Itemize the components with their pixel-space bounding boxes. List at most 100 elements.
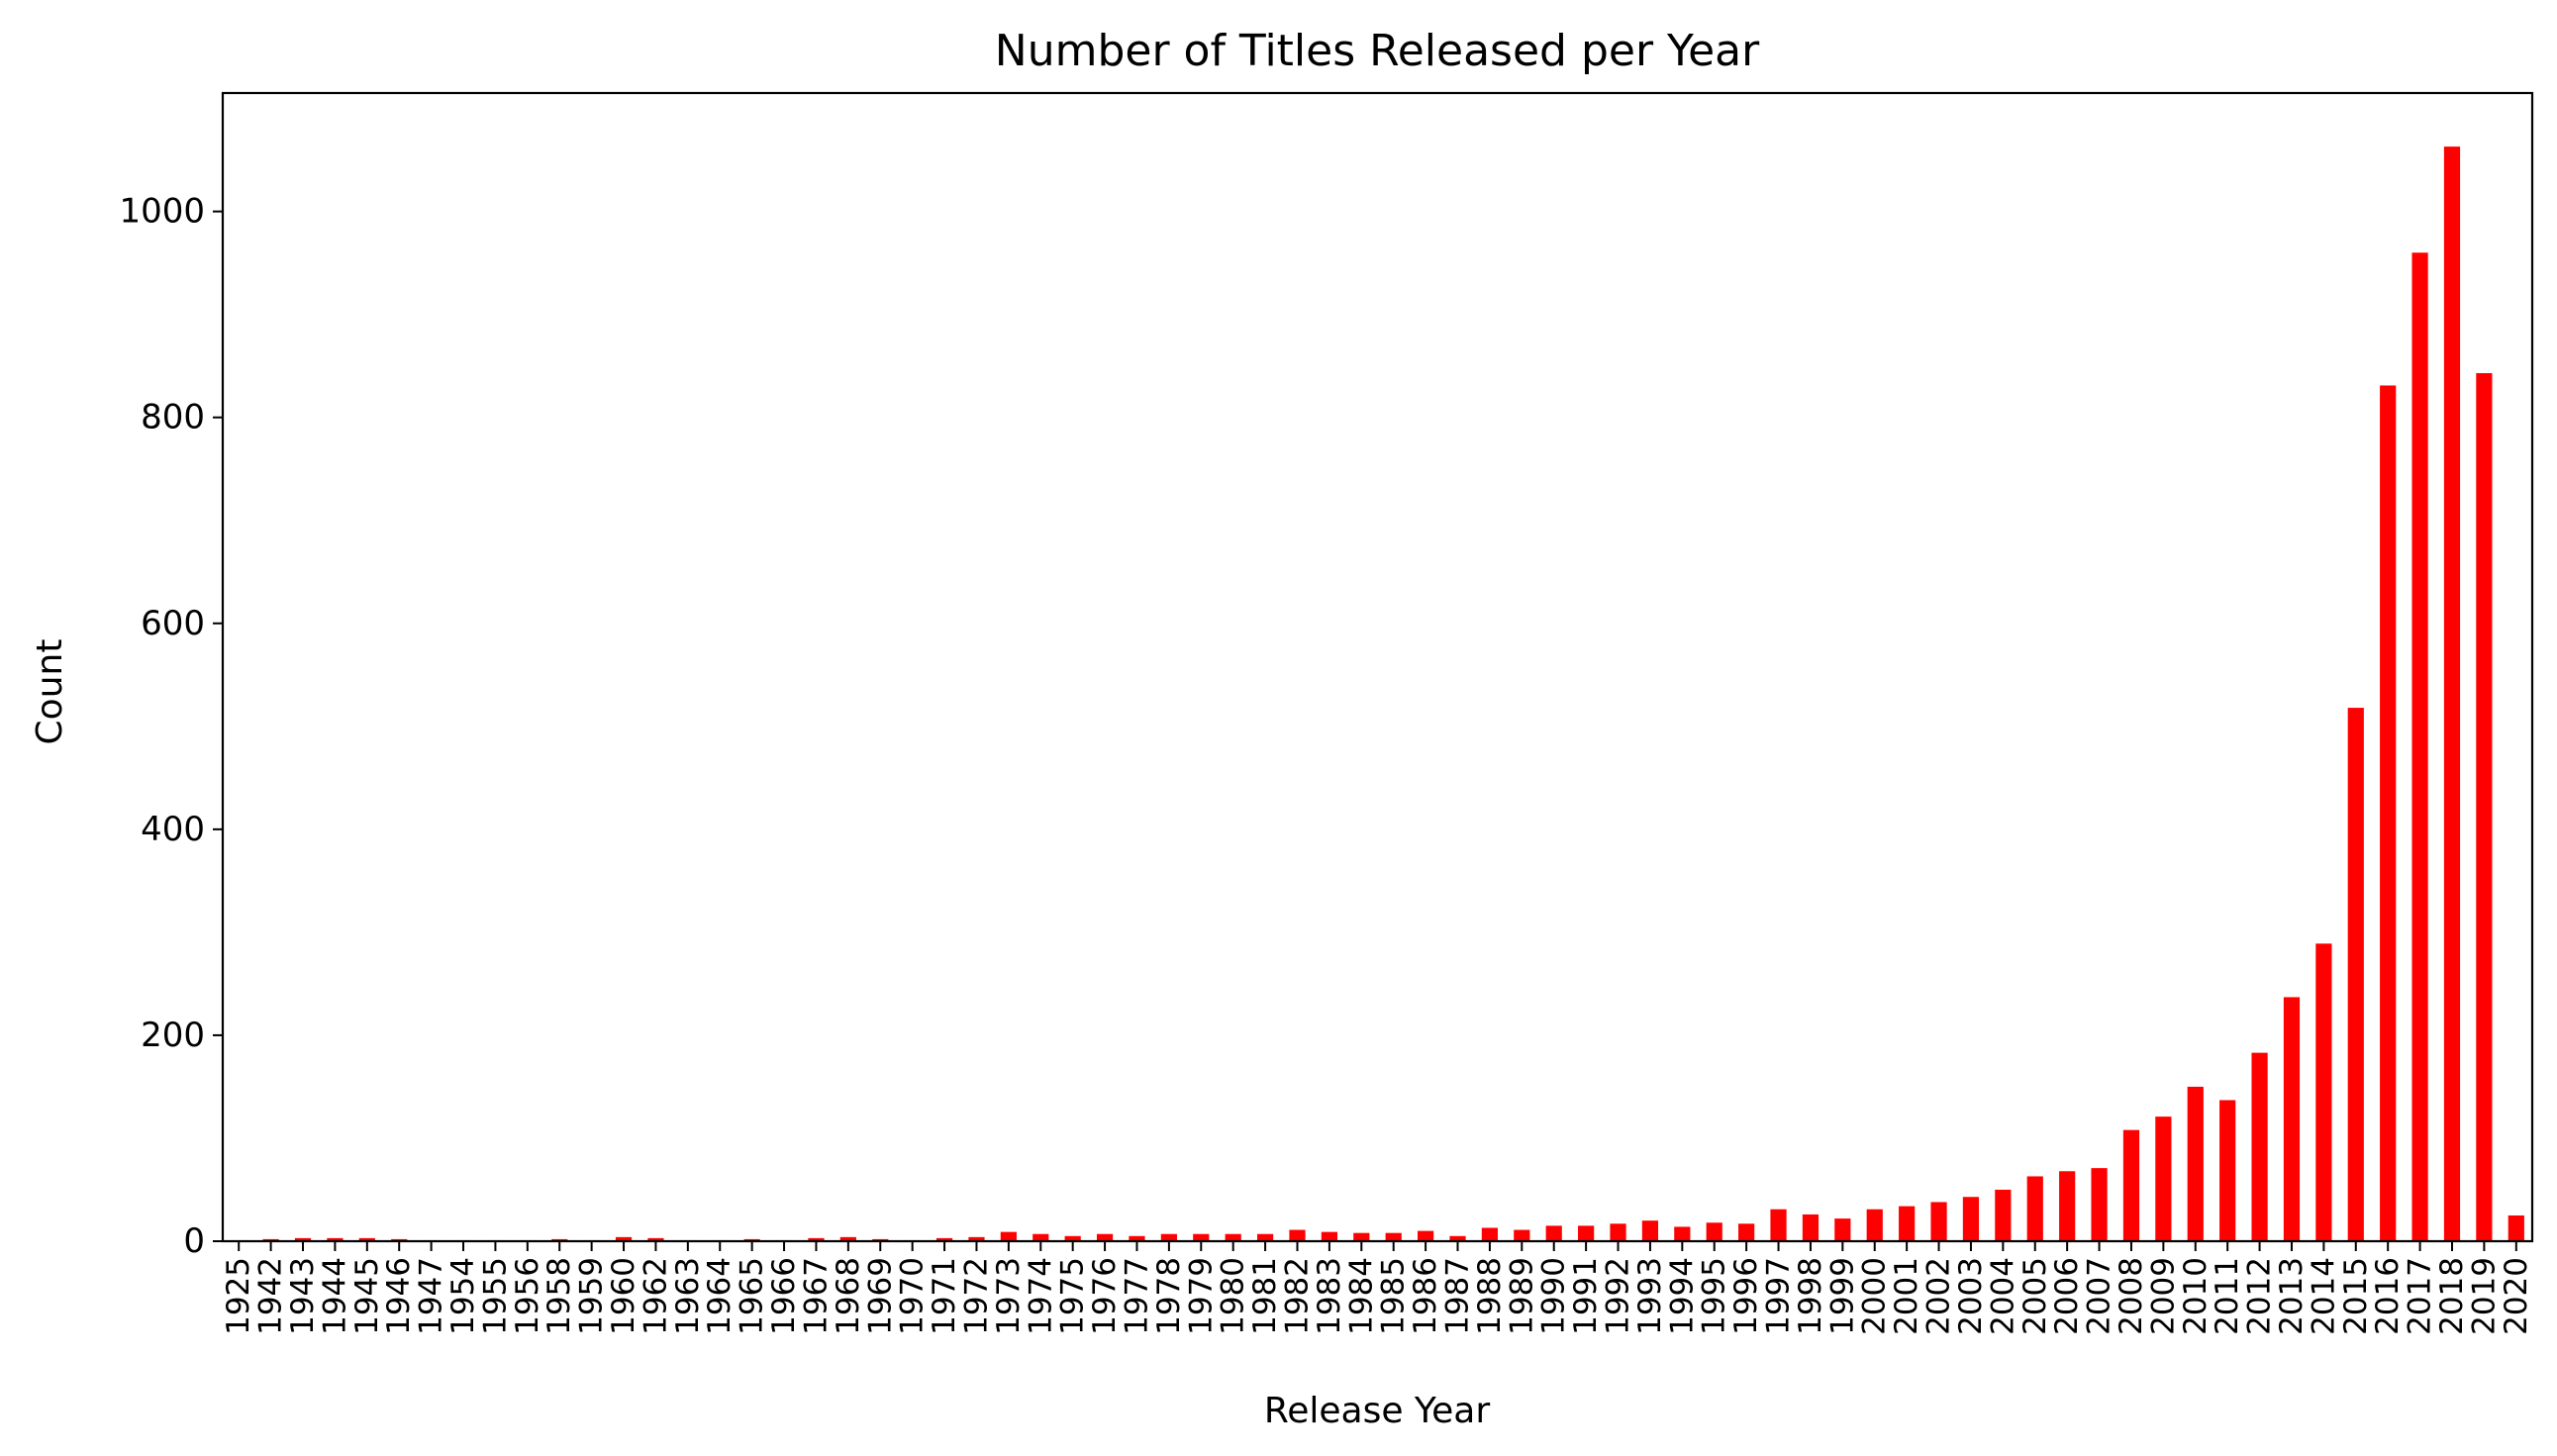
x-tick-label: 1998: [1793, 1257, 1828, 1335]
x-tick-label: 2012: [2242, 1257, 2278, 1335]
x-tick-label: 2017: [2403, 1257, 2438, 1335]
bar-1998: [1802, 1213, 1819, 1241]
y-ticks-group: 0 200 400 600 800 1000: [119, 192, 223, 1261]
x-tick-label: 1988: [1472, 1257, 1508, 1335]
x-tick-label: 1995: [1697, 1257, 1732, 1335]
bar-1971: [935, 1237, 953, 1241]
x-tick-label: 1970: [895, 1257, 931, 1335]
x-tick-label: 1958: [541, 1257, 577, 1335]
x-tick-label: 1999: [1824, 1257, 1860, 1335]
x-tick-label: 1983: [1312, 1257, 1347, 1335]
x-tick-label: 1944: [317, 1257, 352, 1335]
y-tick-label: 200: [141, 1016, 205, 1055]
bar-2018: [2443, 146, 2461, 1242]
x-tick-label: 1975: [1055, 1257, 1091, 1335]
x-tick-label: 1971: [927, 1257, 962, 1335]
bar-1990: [1545, 1225, 1562, 1241]
x-tick-label: 1994: [1664, 1257, 1700, 1335]
bar-1980: [1225, 1233, 1241, 1241]
x-tick-label: 1986: [1408, 1257, 1443, 1335]
x-tick-label: 1943: [285, 1257, 321, 1335]
bar-2001: [1899, 1206, 1916, 1241]
x-tick-label: 1960: [606, 1257, 641, 1335]
bar-1945: [358, 1237, 375, 1241]
x-tick-label: 1946: [381, 1257, 417, 1335]
bar-1972: [968, 1236, 985, 1241]
x-tick-label: 1963: [670, 1257, 706, 1335]
bar-1992: [1610, 1223, 1626, 1241]
bar-2010: [2187, 1086, 2204, 1241]
x-tick-label: 2007: [2082, 1257, 2117, 1335]
bar-1968: [839, 1236, 856, 1241]
bar-1996: [1738, 1223, 1755, 1241]
bar-2014: [2315, 943, 2332, 1241]
x-tick-label: 1979: [1183, 1257, 1219, 1335]
x-tick-label: 2019: [2466, 1257, 2502, 1335]
bar-1987: [1449, 1235, 1466, 1241]
x-tick-label: 2001: [1889, 1257, 1924, 1335]
x-tick-label: 1980: [1216, 1257, 1251, 1335]
x-tick-label: 1997: [1761, 1257, 1797, 1335]
bar-1982: [1289, 1229, 1306, 1241]
x-tick-label: 1991: [1568, 1257, 1604, 1335]
bar-1997: [1770, 1209, 1787, 1241]
bar-1988: [1481, 1227, 1499, 1241]
x-tick-label: 1967: [798, 1257, 834, 1335]
bar-2019: [2476, 372, 2493, 1242]
x-tick-label: 1993: [1632, 1257, 1668, 1335]
bar-1977: [1129, 1235, 1145, 1241]
bar-2015: [2347, 708, 2364, 1241]
plot-frame: [221, 91, 2534, 1243]
bar-2020: [2508, 1214, 2524, 1241]
x-tick-label: 1974: [1023, 1257, 1058, 1335]
x-tick-label: 2000: [1857, 1257, 1893, 1335]
x-tick-label: 2018: [2434, 1257, 2470, 1335]
x-ticks-group: 1925194219431944194519461947195419551956…: [221, 1241, 2534, 1335]
bar-2005: [2026, 1176, 2043, 1241]
x-tick-label: 1969: [862, 1257, 898, 1335]
bar-2013: [2283, 997, 2301, 1241]
bar-2003: [1962, 1197, 1980, 1241]
bar-2009: [2155, 1116, 2172, 1241]
bar-2007: [2091, 1168, 2108, 1241]
x-axis-label: Release Year: [1264, 1391, 1491, 1431]
bar-1984: [1353, 1232, 1370, 1241]
x-tick-label: 1990: [1536, 1257, 1572, 1335]
bar-1991: [1578, 1225, 1595, 1241]
bar-1983: [1321, 1231, 1337, 1241]
x-tick-label: 1966: [766, 1257, 802, 1335]
x-tick-label: 1987: [1440, 1257, 1476, 1335]
y-tick-label: 800: [141, 398, 205, 437]
bar-1944: [327, 1237, 344, 1241]
x-tick-label: 1996: [1728, 1257, 1764, 1335]
x-tick-label: 2011: [2210, 1257, 2245, 1335]
x-tick-label: 1959: [574, 1257, 610, 1335]
bar-2008: [2122, 1129, 2140, 1241]
x-tick-label: 2006: [2049, 1257, 2085, 1335]
x-tick-label: 1942: [253, 1257, 289, 1335]
x-tick-label: 1982: [1279, 1257, 1315, 1335]
x-tick-label: 1978: [1151, 1257, 1187, 1335]
x-tick-label: 1985: [1376, 1257, 1412, 1335]
x-tick-label: 1981: [1247, 1257, 1283, 1335]
bar-2006: [2059, 1171, 2076, 1241]
y-tick-label: 1000: [119, 192, 205, 232]
bar-1962: [647, 1237, 664, 1241]
x-tick-label: 1976: [1087, 1257, 1123, 1335]
bar-1974: [1033, 1233, 1049, 1241]
y-tick-label: 400: [141, 810, 205, 849]
bar-1981: [1256, 1233, 1274, 1241]
chart-title: Number of Titles Released per Year: [995, 26, 1760, 76]
x-tick-label: 2009: [2145, 1257, 2181, 1335]
bar-1979: [1193, 1233, 1210, 1241]
x-tick-label: 2013: [2274, 1257, 2310, 1335]
bars-group: [231, 146, 2524, 1242]
x-tick-label: 1955: [477, 1257, 513, 1335]
bar-2017: [2411, 252, 2428, 1241]
x-tick-label: 2020: [2499, 1257, 2534, 1335]
y-axis-label: Count: [30, 639, 70, 745]
bar-2002: [1930, 1202, 1947, 1241]
y-tick-label: 600: [141, 604, 205, 643]
x-tick-label: 1972: [958, 1257, 994, 1335]
bar-1967: [808, 1237, 825, 1241]
